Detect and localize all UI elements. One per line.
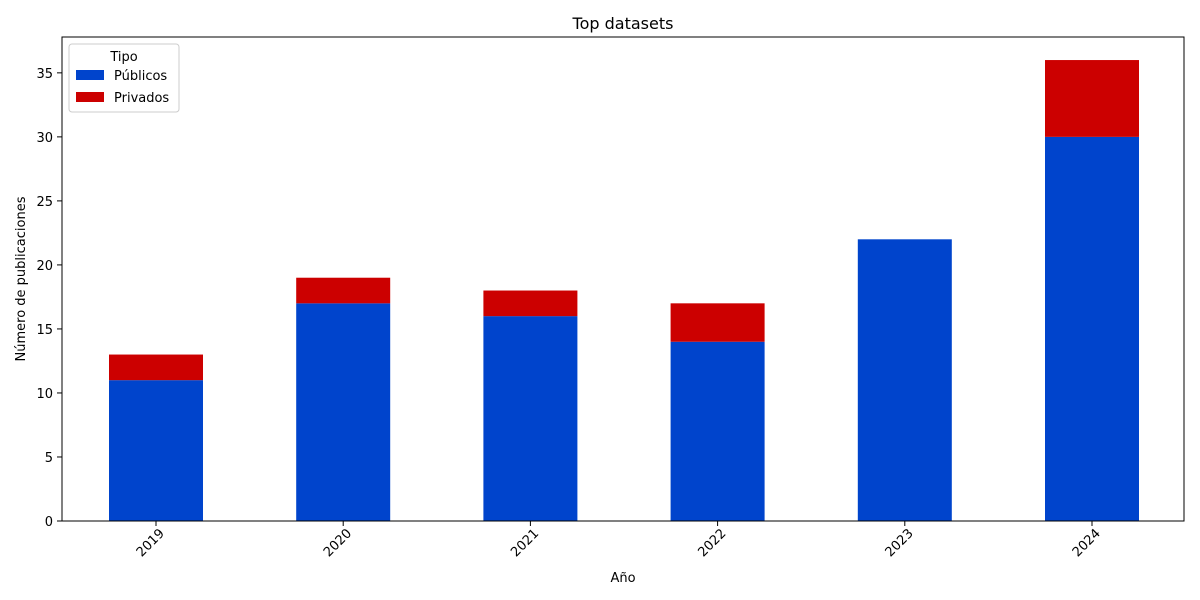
x-axis-ticks: 2019 2020 2021 2022 2023 2024 — [134, 521, 1104, 560]
bar-2021-publicos — [483, 316, 578, 521]
y-tick-label: 15 — [36, 323, 53, 338]
legend: Tipo Públicos Privados — [68, 43, 180, 113]
bar-2019-publicos — [109, 380, 203, 521]
y-axis-label: Número de publicaciones — [14, 196, 29, 361]
bar-2022-privados — [670, 303, 765, 342]
x-axis-label: Año — [610, 571, 635, 586]
bar-2022-publicos — [670, 341, 765, 521]
y-tick-label: 5 — [45, 451, 53, 466]
legend-swatch-privados — [76, 92, 104, 102]
y-tick-label: 20 — [36, 259, 53, 274]
bar-2024-publicos — [1045, 136, 1139, 521]
legend-label-publicos: Públicos — [114, 69, 167, 84]
bar-2020-publicos — [296, 303, 391, 521]
legend-swatch-publicos — [76, 70, 104, 80]
y-tick-label: 0 — [45, 515, 53, 530]
bar-2019-privados — [109, 354, 203, 381]
y-tick-label: 35 — [36, 67, 53, 82]
bar-2024-privados — [1045, 60, 1139, 137]
x-tick-label: 2021 — [508, 526, 542, 560]
legend-title: Tipo — [109, 50, 137, 65]
y-tick-label: 30 — [36, 131, 53, 146]
x-tick-label: 2020 — [321, 526, 355, 560]
bar-2021-privados — [483, 290, 578, 317]
bar-2020-privados — [296, 277, 391, 304]
bars-group — [109, 60, 1139, 521]
y-axis-ticks: 0 5 10 15 20 25 30 35 — [36, 67, 62, 530]
bar-2023-publicos — [857, 239, 952, 521]
legend-label-privados: Privados — [114, 91, 169, 106]
y-tick-label: 10 — [36, 387, 53, 402]
plot-frame — [61, 36, 1185, 522]
y-tick-label: 25 — [36, 195, 53, 210]
x-tick-label: 2022 — [695, 526, 729, 560]
x-tick-label: 2023 — [883, 526, 917, 560]
chart-title: Top datasets — [572, 14, 674, 33]
x-tick-label: 2019 — [134, 526, 168, 560]
x-tick-label: 2024 — [1070, 526, 1104, 560]
